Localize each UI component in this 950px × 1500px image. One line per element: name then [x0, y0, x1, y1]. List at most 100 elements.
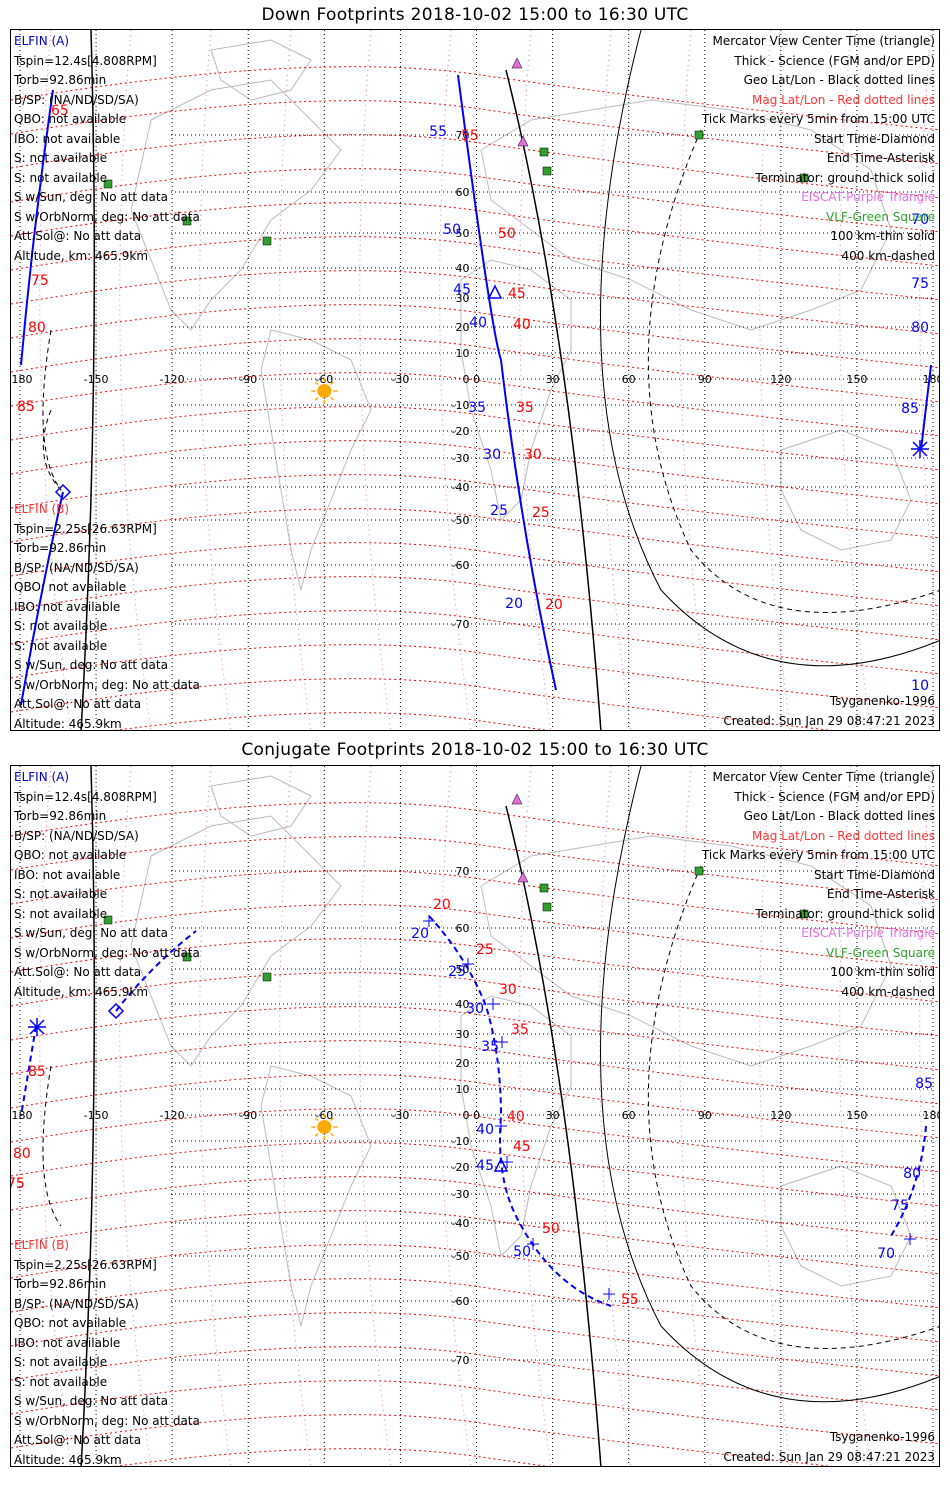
- info-line: Torb=92.86min: [14, 1277, 107, 1291]
- legend-thick: Thick - Science (FGM and/or EPD): [734, 789, 935, 804]
- info-line: Att.Sol@: No att data: [14, 229, 142, 243]
- vlf-square: [694, 866, 704, 876]
- eiscat-triangle: [517, 135, 529, 147]
- info-line: IBO: not available: [14, 1335, 121, 1350]
- vlf-square: [262, 972, 272, 982]
- lat-tick-label: -30: [452, 1188, 470, 1201]
- elfin-b-track: [20, 491, 64, 706]
- model-label: Tsyganenko-1996: [829, 1430, 935, 1444]
- mag-longitude-line: [839, 30, 872, 730]
- lat-tick-label: -40: [452, 481, 470, 494]
- lat-tick-label: 20: [456, 1057, 470, 1070]
- vlf-square: [103, 915, 113, 925]
- right-edge-label: 70: [877, 1246, 895, 1262]
- legend-geo: Geo Lat/Lon - Black dotted lines: [743, 809, 935, 823]
- legend: Mercator View Center Time (triangle) Thi…: [702, 768, 935, 1002]
- sun-ray: [314, 1117, 319, 1122]
- lat-tick-label: -50: [452, 1250, 470, 1263]
- info-line: S: not available: [14, 638, 108, 653]
- elfin-a-track: [20, 89, 54, 366]
- vlf-square: [539, 883, 549, 893]
- legend-end: End Time-Asterisk: [826, 151, 935, 165]
- mag-tick-label: 20: [433, 897, 451, 913]
- mag-longitude-line: [39, 766, 72, 1466]
- info-line: Altitude, km: 465.9km: [14, 248, 149, 263]
- track-tick-label: 45: [453, 282, 471, 298]
- mag-tick-label: 85: [17, 399, 35, 415]
- mag-tick-label: 80: [28, 320, 46, 336]
- lon-tick-label: 0: [473, 1109, 480, 1122]
- legend-vlf: VLF-Green Square: [826, 945, 935, 960]
- lon-tick-label: 150: [846, 373, 867, 386]
- vlf-square: [539, 147, 549, 157]
- mag-tick-label: 50: [542, 1221, 560, 1237]
- lat-tick-label: 0: [463, 1109, 470, 1122]
- info-line: IBO: not available: [14, 131, 121, 146]
- vlf-square: [694, 130, 704, 140]
- elfin-a-info: ELFIN (A) Tspin=12.4s[4.808RPM] Torb=92.…: [14, 32, 200, 266]
- lat-tick-label: 70: [456, 865, 470, 878]
- track-tick-label: 50: [443, 222, 461, 238]
- elfin-a-track: [920, 364, 932, 451]
- legend-thick: Thick - Science (FGM and/or EPD): [734, 53, 935, 68]
- terminator-400km: [42, 329, 62, 491]
- lat-tick-label: -10: [452, 1135, 470, 1148]
- lat-tick-label: -70: [452, 1354, 470, 1367]
- lon-tick-label: 90: [698, 373, 712, 386]
- mag-tick-label: 30: [499, 982, 517, 998]
- track-tick-label: 25: [490, 503, 508, 519]
- track-tick-label: 40: [469, 315, 487, 331]
- lon-tick-label: 60: [622, 373, 636, 386]
- lat-tick-label: 30: [456, 292, 470, 305]
- track-tick-mark: [423, 915, 435, 927]
- mag-tick-label: 25: [532, 505, 550, 521]
- info-line: IBO: not available: [14, 867, 121, 882]
- info-line: Torb=92.86min: [14, 73, 107, 87]
- info-line: S: not available: [14, 1374, 108, 1389]
- info-line: S w/Sun, deg: No att data: [14, 1394, 168, 1408]
- mag-tick-label: 20: [545, 597, 563, 613]
- eiscat-triangle: [511, 57, 523, 69]
- mag-longitude-line: [199, 30, 232, 730]
- right-edge-label: 80: [911, 320, 929, 336]
- info-line: Torb=92.86min: [14, 809, 107, 823]
- map-canvas: -180-150-120-90-60-300306090120150180706…: [11, 766, 939, 1466]
- legend-vlf: VLF-Green Square: [826, 209, 935, 224]
- elfin-b-name: ELFIN (B): [14, 1238, 70, 1252]
- mag-longitude-line: [279, 766, 312, 1466]
- start-diamond: [107, 1002, 125, 1020]
- lat-tick-label: -60: [452, 559, 470, 572]
- mag-longitude-line: [839, 766, 872, 1466]
- mag-longitude-line: [679, 766, 712, 1466]
- info-line: B/SP: (NA/ND/SD/SA): [14, 828, 139, 843]
- mag-tick-label: 75: [31, 273, 49, 289]
- terminator-400km: [42, 1065, 62, 1227]
- track-tick-mark: [501, 1156, 513, 1168]
- elfin-a-info: ELFIN (A) Tspin=12.4s[4.808RPM] Torb=92.…: [14, 768, 200, 1002]
- elfin-a-conjugate-track: [428, 915, 612, 1307]
- mag-longitude-line: [439, 766, 472, 1466]
- created-label: Created: Sun Jan 29 08:47:21 2023: [723, 714, 935, 728]
- sun-ray: [330, 396, 335, 401]
- mag-latitude-line: [11, 1176, 939, 1241]
- right-edge-label: 75: [891, 1198, 909, 1214]
- track-tick-mark: [603, 1288, 615, 1300]
- lon-tick-label: 120: [770, 373, 791, 386]
- right-edge-label: 85: [915, 1076, 933, 1092]
- vlf-square: [799, 909, 809, 919]
- lon-tick-label: 120: [770, 1109, 791, 1122]
- track-tick-label: 25: [448, 964, 466, 980]
- info-line: Tspin=2.25s[26.63RPM]: [14, 521, 157, 536]
- lon-tick-label: -120: [160, 373, 185, 386]
- mag-longitude-line: [599, 766, 632, 1466]
- mag-tick-label: 65: [51, 103, 69, 119]
- lat-tick-label: -70: [452, 618, 470, 631]
- right-edge-label: 80: [903, 1166, 921, 1182]
- terminator-ground: [80, 766, 96, 1466]
- lat-tick-label: -40: [452, 1217, 470, 1230]
- mag-tick-label: 40: [507, 1109, 525, 1125]
- mag-longitude-line: [519, 30, 552, 730]
- lat-tick-label: -50: [452, 514, 470, 527]
- track-tick-label: 30: [483, 447, 501, 463]
- mag-tick-label: 25: [476, 942, 494, 958]
